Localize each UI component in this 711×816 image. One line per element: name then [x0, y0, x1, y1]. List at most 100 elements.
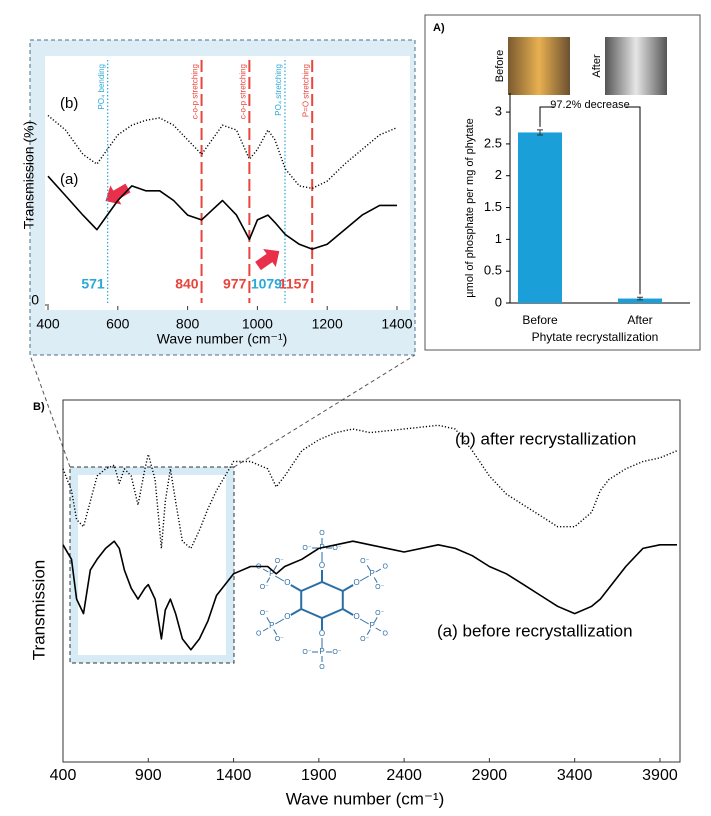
atom-label: O	[319, 664, 325, 671]
bond	[375, 568, 382, 573]
atom-label: O	[382, 630, 388, 637]
bond	[359, 618, 370, 625]
spectrum-line	[62, 424, 678, 550]
x-tick-label: 3900	[642, 767, 678, 784]
inset-plot-area	[45, 56, 410, 310]
panel-b-frame	[62, 399, 681, 763]
y-tick-label: 0.5	[484, 263, 502, 278]
arrow	[105, 183, 131, 205]
atom-label: O	[354, 578, 360, 587]
zoom-region-fill	[70, 467, 234, 663]
spectrum-line	[47, 175, 397, 250]
atom-label: O	[284, 578, 290, 587]
annotation-bg	[554, 99, 626, 113]
x-tick-label: 3400	[557, 767, 593, 784]
series-label: (a)	[60, 171, 78, 188]
photo-label: After	[591, 54, 603, 78]
atom-label: P	[370, 569, 375, 578]
atom-label: O	[319, 530, 325, 537]
panel-label: A)	[433, 22, 445, 34]
y-axis-title: Transmission	[29, 560, 48, 660]
x-tick-label: 1900	[301, 767, 337, 784]
zoom-line	[233, 354, 416, 468]
x-tick-label: 1400	[381, 316, 412, 332]
spectrum-line	[62, 540, 677, 651]
error-bar	[537, 129, 543, 136]
bond	[266, 617, 271, 623]
x-tick-label: 1400	[216, 767, 252, 784]
y-axis-title: µmol of phosphate per mg of phytate	[464, 118, 476, 297]
x-tick-label: 800	[176, 316, 200, 332]
marker-note: PO₄ stretching	[274, 64, 283, 116]
atom-label: O	[284, 612, 290, 621]
bond	[375, 627, 382, 632]
bond	[366, 565, 371, 571]
atom-label: P	[269, 621, 274, 630]
y-tick-label: 1.5	[484, 199, 502, 214]
x-tick-label: 1200	[312, 316, 343, 332]
y-tick-label: 0	[31, 292, 39, 308]
bar	[518, 132, 562, 303]
photo-label: Before	[494, 50, 506, 82]
y-axis-title: Transmission (%)	[21, 121, 37, 229]
y-tick-label: 3	[495, 104, 502, 119]
error-bar	[637, 296, 643, 301]
x-tick-label: 400	[50, 767, 77, 784]
series-label: (a) before recrystallization	[437, 621, 633, 640]
bar	[618, 298, 662, 303]
spectrum-line	[47, 114, 398, 190]
atom-label: O⁻	[332, 545, 341, 552]
bond	[290, 584, 302, 592]
bond	[373, 617, 378, 623]
bond	[366, 629, 371, 635]
y-tick-label: 0	[495, 294, 502, 309]
marker-note: PO₄ bending	[97, 64, 106, 110]
x-tick-label: 2400	[386, 767, 422, 784]
atom-label: O⁻	[375, 584, 384, 591]
bond	[342, 584, 354, 592]
bond	[273, 629, 278, 635]
x-axis-title: Phytate recrystallization	[532, 330, 659, 344]
atom-label: O⁻	[360, 636, 369, 643]
zoom-region	[69, 466, 235, 664]
atom-label: P	[269, 569, 274, 578]
bond	[359, 575, 370, 582]
marker-label: 977	[223, 276, 247, 292]
y-tick-label: 2	[495, 167, 502, 182]
x-tick-label: Before	[522, 313, 558, 327]
atom-label: O	[256, 630, 262, 637]
ring	[300, 580, 344, 620]
bond	[266, 577, 271, 583]
panel-label: B)	[33, 401, 45, 413]
x-tick-label: After	[627, 313, 652, 327]
marker-label: 1079	[251, 276, 282, 292]
bond	[274, 618, 285, 625]
marker-note: c-o-p stretching	[238, 64, 247, 119]
arrow	[255, 248, 280, 271]
bond	[373, 577, 378, 583]
marker-label: 840	[175, 276, 199, 292]
atom-label: O⁻	[375, 610, 384, 617]
bond	[290, 608, 302, 616]
annotation: 97.2% decrease	[550, 99, 630, 111]
series-label: (b) after recrystallization	[455, 429, 636, 448]
marker-label: 571	[81, 276, 105, 292]
x-tick-label: 600	[106, 316, 130, 332]
marker-note: P=O stretching	[301, 64, 310, 117]
y-tick-label: 1	[495, 231, 502, 246]
photo-before	[508, 37, 570, 95]
x-axis-title: Wave number (cm⁻¹)	[286, 789, 445, 808]
photo-after	[605, 37, 667, 95]
atom-label: O⁻	[302, 545, 311, 552]
atom-label: P	[319, 647, 324, 656]
x-axis-title: Wave number (cm⁻¹)	[157, 331, 288, 347]
atom-label: O	[354, 612, 360, 621]
atom-label: O⁻	[260, 584, 269, 591]
atom-label: O⁻	[275, 636, 284, 643]
x-tick-label: 1000	[242, 316, 273, 332]
atom-label: O	[382, 563, 388, 570]
atom-label: O⁻	[360, 558, 369, 565]
y-tick-label: 2.5	[484, 135, 502, 150]
